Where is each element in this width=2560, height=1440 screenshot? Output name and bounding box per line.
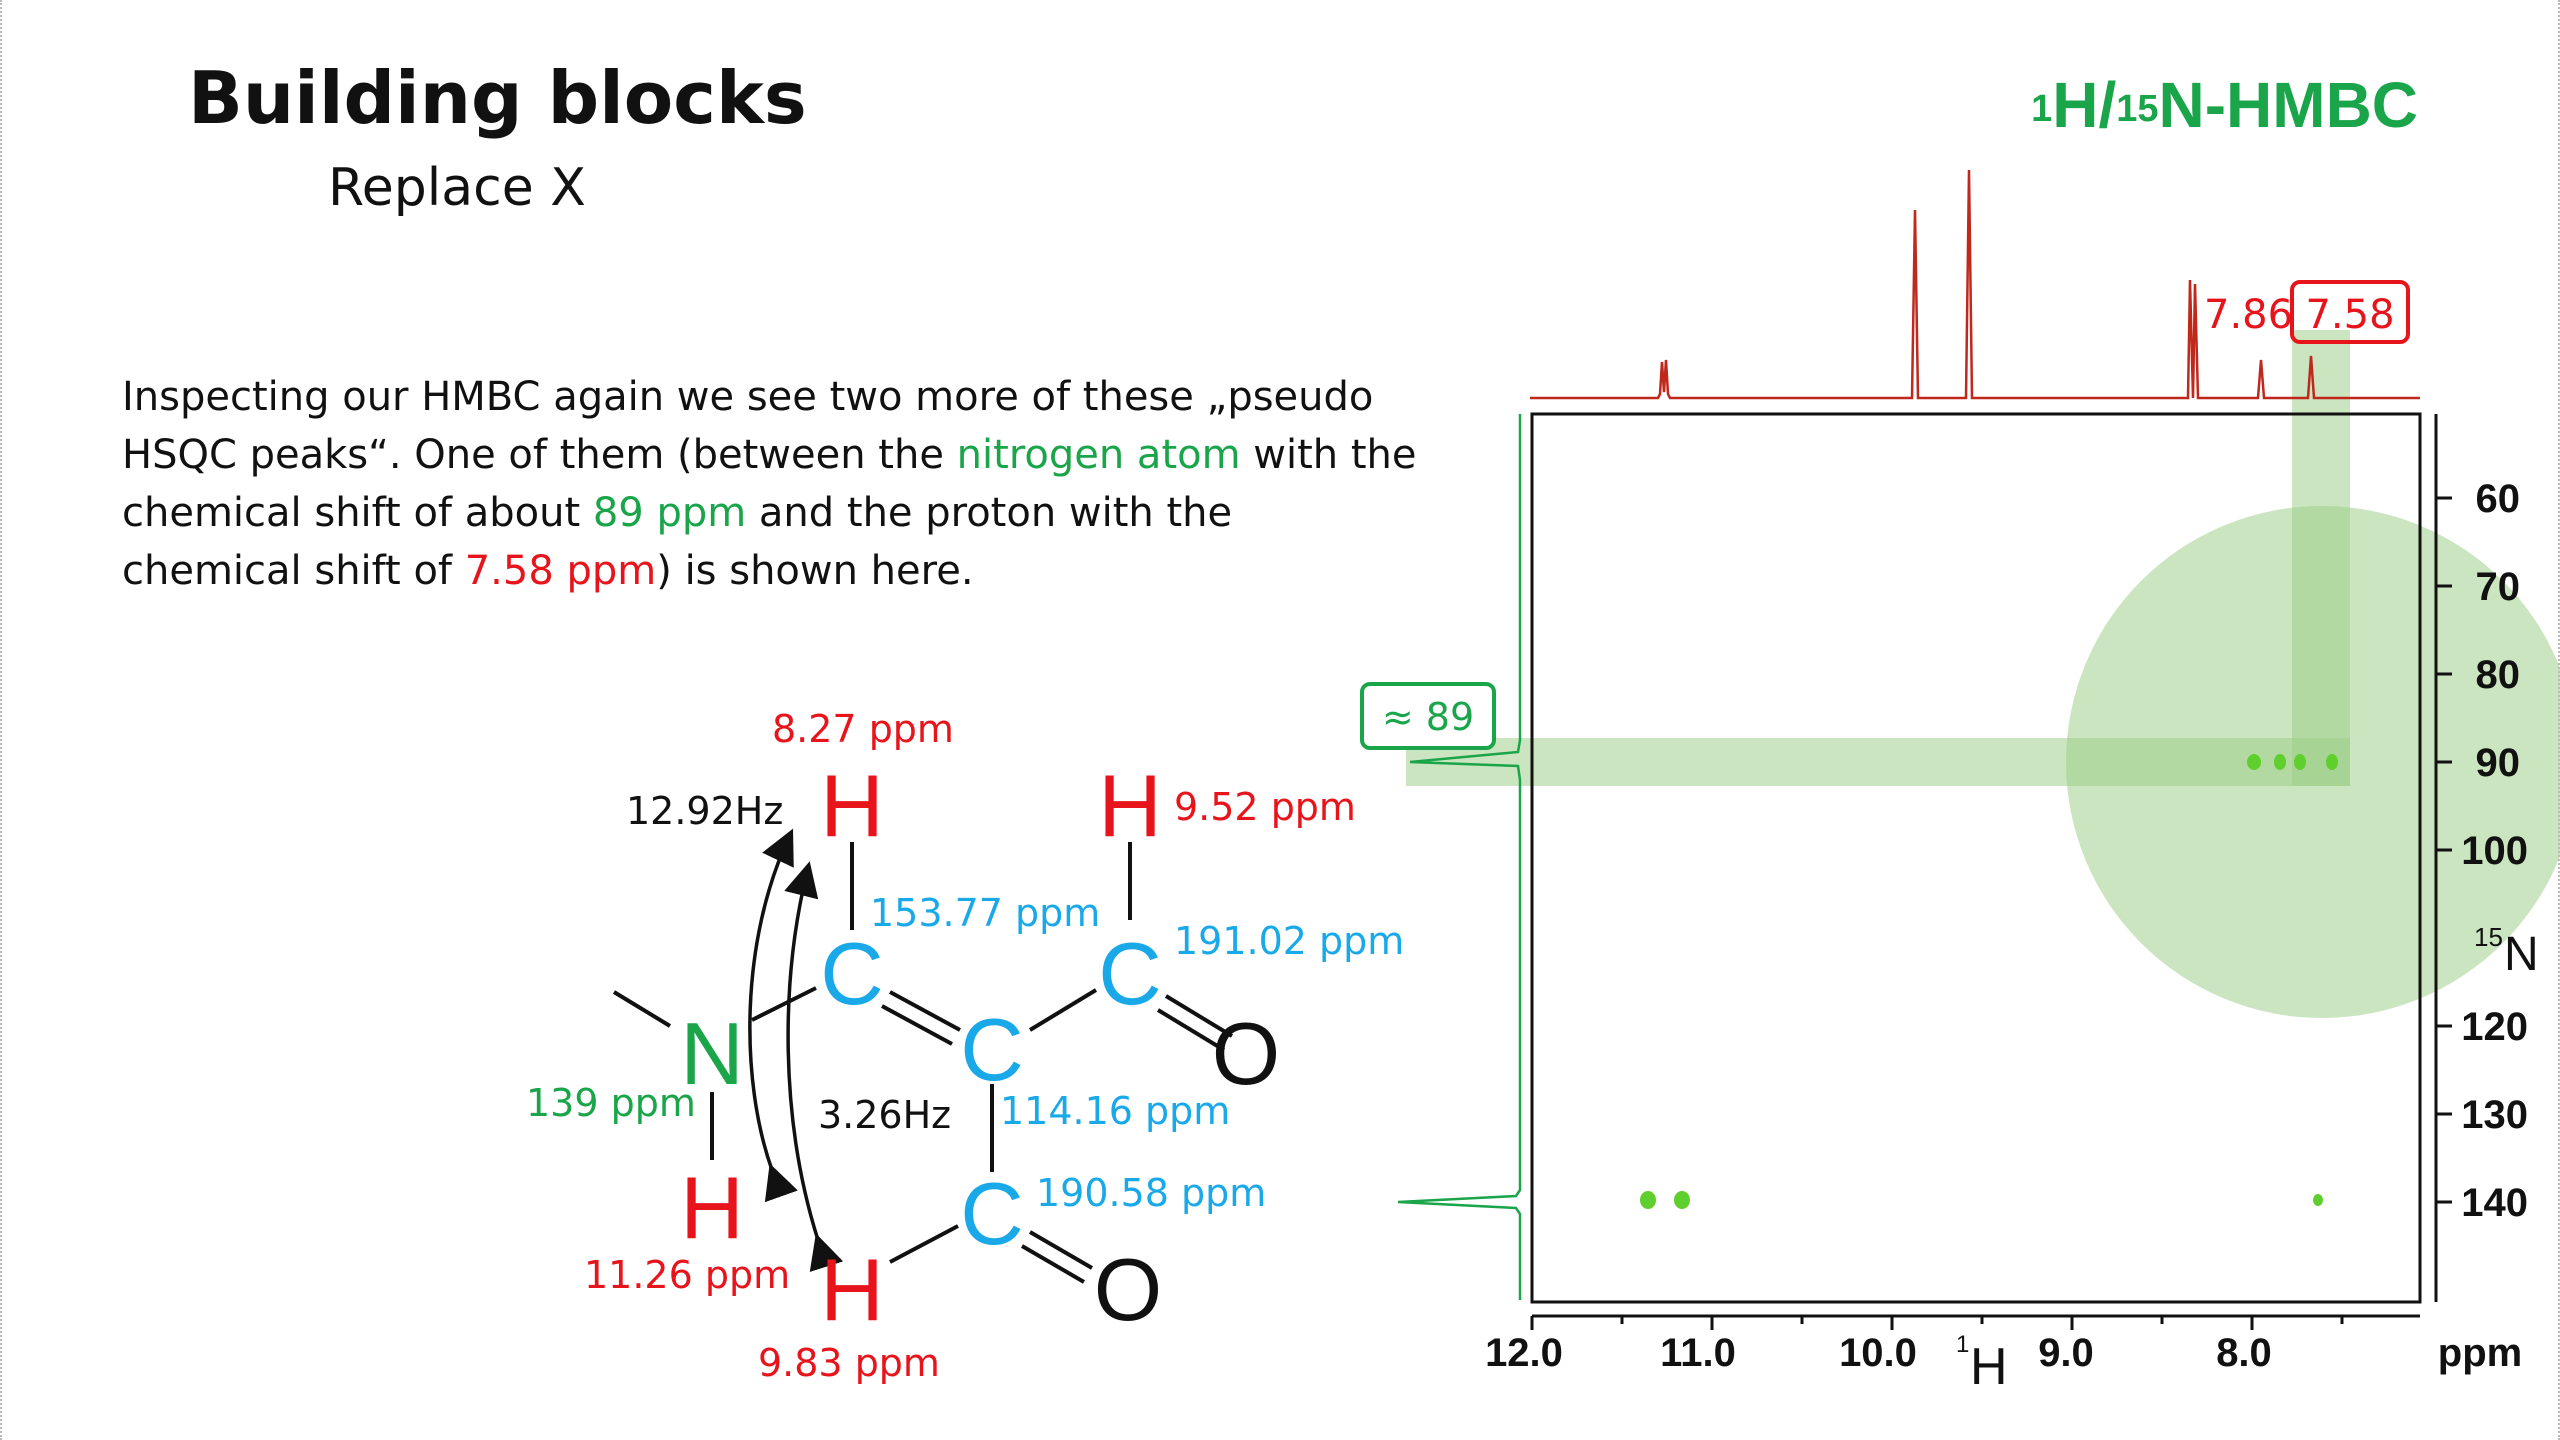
x-axis xyxy=(1530,1314,2420,1330)
y-tick-90: 90 xyxy=(2476,741,2521,785)
peak-label-89-box xyxy=(1360,682,1496,750)
y-axis-nucleus-sup: 15 xyxy=(2474,922,2503,952)
x-tick-12: 12.0 xyxy=(1485,1331,1563,1375)
bond-h-c-bottom xyxy=(889,1224,959,1264)
coupling-arrows xyxy=(748,828,844,1272)
bond-c-c-double-1 xyxy=(889,990,961,1032)
x-axis-nucleus-sup: 1 xyxy=(1956,1331,1969,1358)
label-983: 9.83 ppm xyxy=(758,1341,940,1385)
peak-139-b xyxy=(1674,1191,1690,1209)
atom-o-bottom: O xyxy=(1094,1240,1162,1339)
nitrogen-trace xyxy=(1397,414,1522,1300)
experiment-sup-15: 15 xyxy=(2116,88,2159,130)
label-11416: 114.16 ppm xyxy=(1000,1089,1230,1133)
x-axis-nucleus: H xyxy=(1970,1338,2008,1396)
para-part-4: ) is shown here. xyxy=(656,548,974,594)
slide-title: Building blocks xyxy=(188,56,807,140)
atom-c-middle: C xyxy=(960,1000,1024,1099)
experiment-sup-1: 1 xyxy=(2031,88,2053,130)
bond-c-o-2 xyxy=(1156,1008,1226,1052)
x-tick-8: 8.0 xyxy=(2216,1331,2272,1375)
arrow-1292hz xyxy=(748,828,798,1203)
bond-c-o-bottom-1 xyxy=(1028,1230,1094,1270)
label-19058: 190.58 ppm xyxy=(1036,1171,1266,1215)
x-axis-ticks: 12.0 11.0 10.0 9.0 8.0 ppm xyxy=(1485,1331,2522,1375)
label-139: 139 ppm xyxy=(526,1081,696,1125)
peak-139-a xyxy=(1640,1191,1656,1209)
peak-89-b xyxy=(2274,754,2286,770)
label-827: 8.27 ppm xyxy=(772,707,954,751)
experiment-h: H/ xyxy=(2052,69,2117,141)
y-tick-140: 140 xyxy=(2461,1181,2528,1225)
bond-c-c-mid xyxy=(1028,988,1098,1032)
y-tick-60: 60 xyxy=(2476,477,2521,521)
proton-projection xyxy=(1530,169,2420,400)
peak-label-89: ≈ 89 xyxy=(1382,695,1474,739)
x-axis-unit: ppm xyxy=(2438,1331,2522,1375)
x-tick-11: 11.0 xyxy=(1660,1331,1736,1375)
atom-h-nh: H xyxy=(680,1158,744,1257)
label-19102: 191.02 ppm xyxy=(1174,919,1404,963)
para-part-2: with the chemical shift of about xyxy=(122,432,1417,536)
plot-frame xyxy=(1530,412,2422,1304)
experiment-title: 1H/15N-HMBC xyxy=(2031,68,2418,142)
para-part-1: Inspecting our HMBC again we see two mor… xyxy=(122,374,1374,478)
y-axis-ticks: 60 70 80 90 100 120 130 140 xyxy=(2461,477,2528,1225)
molecule-labels: 8.27 ppm 9.52 ppm 12.92Hz 153.77 ppm 191… xyxy=(526,707,1404,1385)
y-tick-100: 100 xyxy=(2461,829,2528,873)
label-326hz: 3.26Hz xyxy=(818,1093,951,1137)
atom-o-right: O xyxy=(1212,1004,1280,1103)
peak-89-c xyxy=(2294,754,2306,770)
peak-label-786: 7.86 xyxy=(2204,292,2293,338)
peak-89-a xyxy=(2247,754,2261,770)
peak-label-758: 7.58 xyxy=(2305,292,2394,338)
bond-c-c-double-2 xyxy=(881,1004,953,1046)
bond-c-o-1 xyxy=(1164,994,1234,1038)
atom-h-top-left: H xyxy=(820,756,884,855)
atom-h-bottom: H xyxy=(820,1240,884,1339)
peak-89-d xyxy=(2326,754,2338,770)
highlight-horizontal-band xyxy=(1406,738,2350,786)
molecule-bonds xyxy=(612,842,1234,1284)
y-tick-120: 120 xyxy=(2461,1005,2528,1049)
peak-label-758-box xyxy=(2290,280,2410,344)
explanation-paragraph: Inspecting our HMBC again we see two mor… xyxy=(122,368,1422,600)
y-tick-80: 80 xyxy=(2476,653,2521,697)
slide-subtitle: Replace X xyxy=(328,158,586,218)
molecule-atoms: H H C C C O N H C H O xyxy=(680,756,1280,1339)
bond-methyl-n xyxy=(612,990,672,1028)
label-1126: 11.26 ppm xyxy=(584,1253,790,1297)
para-nitrogen-atom: nitrogen atom xyxy=(956,432,1241,478)
atom-c-right: C xyxy=(1098,924,1162,1023)
para-h-shift: 7.58 ppm xyxy=(464,548,657,594)
cross-peaks xyxy=(1640,754,2338,1209)
atom-c-left: C xyxy=(820,924,884,1023)
label-952: 9.52 ppm xyxy=(1174,785,1356,829)
highlight-overlays xyxy=(1406,330,2560,1018)
label-15377: 153.77 ppm xyxy=(870,891,1100,935)
proton-trace xyxy=(1530,169,2420,400)
para-part-3: and the proton with the chemical shift o… xyxy=(122,490,1233,594)
atom-h-top-right: H xyxy=(1098,756,1162,855)
bond-c-o-bottom-2 xyxy=(1020,1244,1086,1284)
para-n-shift: 89 ppm xyxy=(592,490,747,536)
highlight-vertical-band xyxy=(2292,330,2350,786)
atom-c-bottom: C xyxy=(960,1164,1024,1263)
nitrogen-projection xyxy=(1397,414,1522,1300)
x-tick-9: 9.0 xyxy=(2038,1331,2094,1375)
y-tick-70: 70 xyxy=(2476,565,2521,609)
atom-n: N xyxy=(680,1004,744,1103)
y-axis-nucleus: N xyxy=(2504,928,2539,981)
arrow-326hz xyxy=(784,861,844,1272)
y-axis xyxy=(2434,414,2452,1302)
label-1292hz: 12.92Hz xyxy=(626,789,783,833)
y-tick-130: 130 xyxy=(2461,1093,2528,1137)
experiment-n: N-HMBC xyxy=(2158,69,2419,141)
peak-139-c xyxy=(2313,1194,2323,1206)
x-tick-10: 10.0 xyxy=(1839,1331,1917,1375)
